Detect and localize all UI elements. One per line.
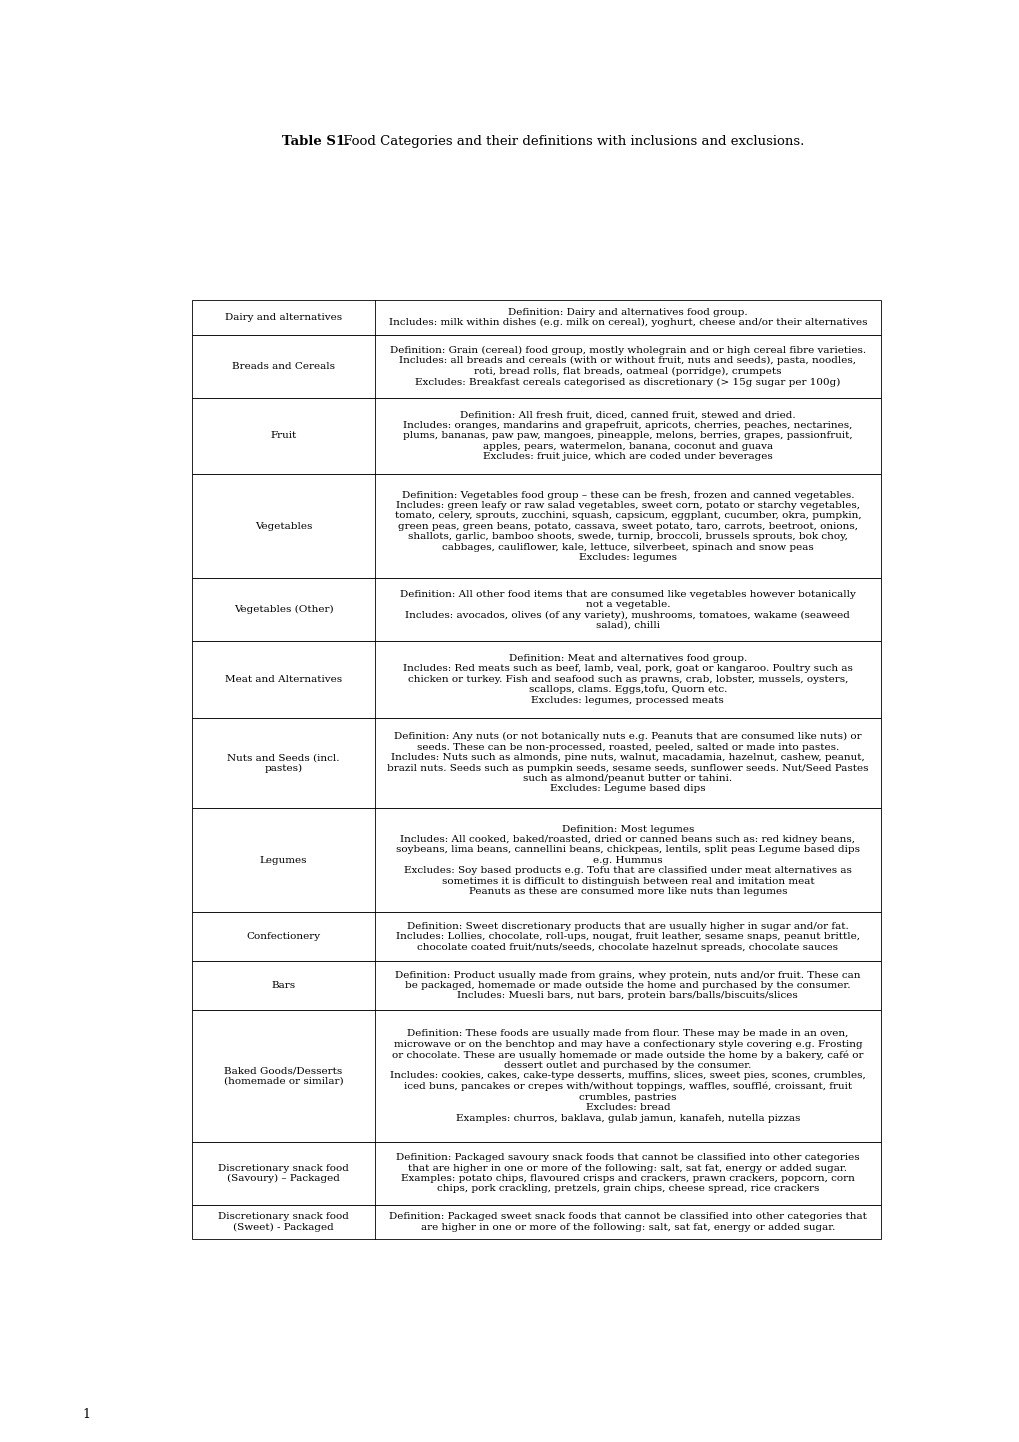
Bar — [193, 913, 880, 962]
Text: Table S1.: Table S1. — [281, 136, 350, 149]
Text: Legumes: Legumes — [260, 855, 307, 865]
Text: Definition: These foods are usually made from flour. These may be made in an ove: Definition: These foods are usually made… — [389, 1030, 865, 1123]
Text: Confectionery: Confectionery — [247, 933, 320, 942]
Bar — [193, 962, 880, 1009]
Text: Definition: Sweet discretionary products that are usually higher in sugar and/or: Definition: Sweet discretionary products… — [395, 921, 859, 952]
Text: 1: 1 — [82, 1407, 90, 1420]
Text: Vegetables (Other): Vegetables (Other) — [233, 606, 333, 614]
Text: Breads and Cereals: Breads and Cereals — [232, 362, 334, 371]
Text: Definition: Grain (cereal) food group, mostly wholegrain and or high cereal fibr: Definition: Grain (cereal) food group, m… — [389, 346, 865, 386]
Text: Nuts and Seeds (incl.
pastes): Nuts and Seeds (incl. pastes) — [227, 753, 339, 773]
Text: Fruit: Fruit — [270, 431, 297, 440]
Bar — [193, 1142, 880, 1204]
Text: Definition: Any nuts (or not botanically nuts e.g. Peanuts that are consumed lik: Definition: Any nuts (or not botanically… — [386, 733, 868, 793]
Text: Definition: Meat and alternatives food group.
Includes: Red meats such as beef, : Definition: Meat and alternatives food g… — [403, 655, 852, 705]
Bar — [193, 335, 880, 398]
Bar — [193, 718, 880, 808]
Bar — [193, 1204, 880, 1240]
Bar — [193, 1009, 880, 1142]
Text: Definition: Product usually made from grains, whey protein, nuts and/or fruit. T: Definition: Product usually made from gr… — [394, 970, 860, 1001]
Text: Definition: Dairy and alternatives food group.
Includes: milk within dishes (e.g: Definition: Dairy and alternatives food … — [388, 307, 866, 327]
Text: Definition: All fresh fruit, diced, canned fruit, stewed and dried.
Includes: or: Definition: All fresh fruit, diced, cann… — [403, 411, 852, 461]
Text: Meat and Alternatives: Meat and Alternatives — [225, 675, 341, 684]
Text: Definition: Vegetables food group – these can be fresh, frozen and canned vegeta: Definition: Vegetables food group – thes… — [394, 490, 860, 562]
Text: Discretionary snack food
(Savoury) – Packaged: Discretionary snack food (Savoury) – Pac… — [218, 1164, 348, 1182]
Text: Vegetables: Vegetables — [255, 522, 312, 531]
Text: Bars: Bars — [271, 981, 296, 991]
Bar — [193, 642, 880, 718]
Text: Food Categories and their definitions with inclusions and exclusions.: Food Categories and their definitions wi… — [338, 136, 803, 149]
Text: Definition: Most legumes
Includes: All cooked, baked/roasted, dried or canned be: Definition: Most legumes Includes: All c… — [395, 825, 859, 895]
Text: Definition: Packaged savoury snack foods that cannot be classified into other ca: Definition: Packaged savoury snack foods… — [395, 1154, 859, 1194]
Text: Baked Goods/Desserts
(homemade or similar): Baked Goods/Desserts (homemade or simila… — [223, 1066, 343, 1086]
Bar — [193, 474, 880, 578]
Text: Discretionary snack food
(Sweet) - Packaged: Discretionary snack food (Sweet) - Packa… — [218, 1213, 348, 1231]
Text: Definition: Packaged sweet snack foods that cannot be classified into other cate: Definition: Packaged sweet snack foods t… — [388, 1213, 866, 1231]
Bar — [193, 578, 880, 642]
Bar — [193, 300, 880, 335]
Text: Definition: All other food items that are consumed like vegetables however botan: Definition: All other food items that ar… — [399, 590, 855, 630]
Text: Dairy and alternatives: Dairy and alternatives — [225, 313, 341, 322]
Bar — [193, 398, 880, 474]
Bar — [193, 808, 880, 913]
